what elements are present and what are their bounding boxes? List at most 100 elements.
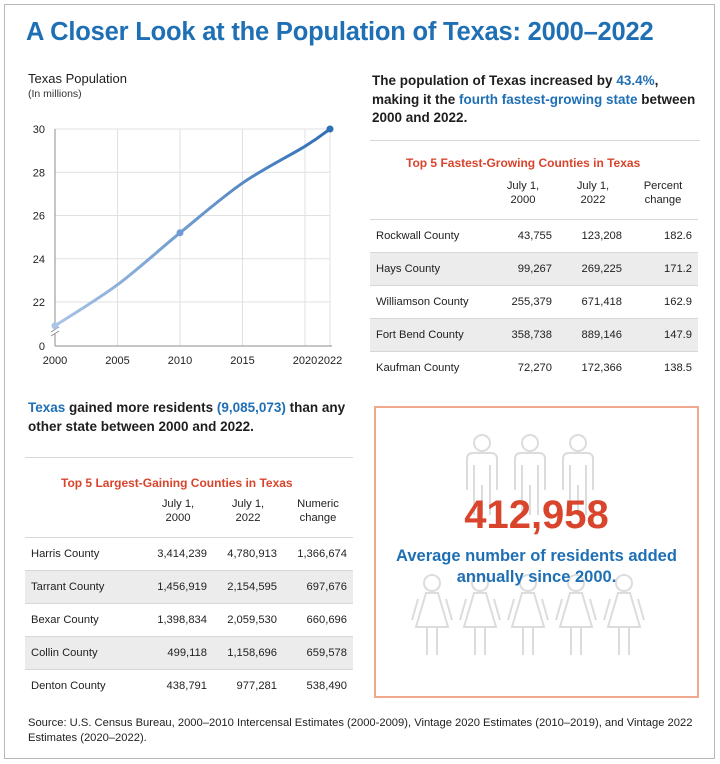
table-header-row: July 1, 2000 July 1, 2022 Percent change: [370, 179, 698, 220]
table-row: Kaufman County 72,270 172,366 138.5: [370, 351, 698, 384]
value-cell: 43,755: [488, 219, 558, 253]
y-tick-label: 0: [39, 341, 45, 353]
people-icon: [411, 434, 645, 655]
column-header: Percent change: [643, 180, 683, 206]
data-point: [176, 229, 184, 237]
table-row: Denton County 438,791 977,281 538,490: [25, 669, 353, 702]
fastest-table-title: Top 5 Fastest-Growing Counties in Texas: [406, 156, 641, 170]
column-header: July 1, 2022: [576, 180, 610, 206]
county-name-cell: Fort Bend County: [370, 318, 488, 352]
column-header: July 1, 2022: [231, 498, 265, 524]
value-cell: 438,791: [143, 669, 213, 702]
y-tick-label: 28: [33, 167, 45, 179]
person-figure-icon: [411, 574, 453, 655]
value-cell: 1,366,674: [283, 537, 353, 571]
growth-text-3: between 2000 and 2022.: [372, 91, 696, 126]
chart-subtitle: (In millions): [28, 88, 82, 100]
column-header: July 1, 2000: [506, 180, 540, 206]
county-name-cell: Hays County: [370, 252, 488, 286]
person-figure-icon: [459, 574, 501, 655]
value-cell: 1,158,696: [213, 636, 283, 670]
gaining-table-title: Top 5 Largest-Gaining Counties in Texas: [61, 476, 293, 490]
value-cell: 1,456,919: [143, 570, 213, 604]
x-tick-label: 2005: [105, 355, 129, 367]
y-tick-label: 24: [33, 254, 45, 266]
callout-number: 412,958: [464, 493, 609, 537]
x-tick-label: 2010: [168, 355, 192, 367]
value-cell: 162.9: [628, 285, 698, 319]
population-line-chart: 0 22 24 26 28 30 2000 2005 2010 2015 2020 2022: [33, 124, 342, 367]
value-cell: 4,780,913: [213, 537, 283, 571]
county-name-cell: Kaufman County: [370, 351, 488, 384]
table-row: Tarrant County 1,456,919 2,154,595 697,676: [25, 570, 353, 604]
growth-text-1: The population of Texas increased by: [372, 73, 617, 88]
value-cell: 977,281: [213, 669, 283, 702]
data-point: [326, 125, 334, 133]
callout-caption: Average number of residents added annual…: [396, 547, 677, 586]
table-row: Rockwall County 43,755 123,208 182.6: [370, 219, 698, 253]
callout-box: [374, 406, 699, 698]
value-cell: 358,738: [488, 318, 558, 352]
fastest-growing-table: July 1, 2000 July 1, 2022 Percent change Ro…: [370, 179, 698, 384]
value-cell: 3,414,239: [143, 537, 213, 571]
value-cell: 659,578: [283, 636, 353, 670]
county-name-cell: Tarrant County: [25, 570, 143, 604]
series-line-texas-population: [53, 127, 332, 328]
value-cell: 72,270: [488, 351, 558, 384]
y-tick-label: 22: [33, 297, 45, 309]
value-cell: 2,059,530: [213, 603, 283, 637]
table-header-row: July 1, 2000 July 1, 2022 Numeric change: [25, 497, 353, 538]
table-row: Harris County 3,414,239 4,780,913 1,366,674: [25, 537, 353, 571]
person-figure-icon: [507, 574, 549, 655]
growth-percent: 43.4%: [616, 73, 655, 88]
axis-break-gap: [50, 327, 60, 334]
value-cell: 671,418: [558, 285, 628, 319]
value-cell: 147.9: [628, 318, 698, 352]
county-name-cell: Denton County: [25, 669, 143, 702]
county-name-cell: Williamson County: [370, 285, 488, 319]
source-note: Source: U.S. Census Bureau, 2000–2010 In…: [28, 717, 693, 744]
person-figure-icon: [466, 434, 498, 515]
divider: [25, 457, 353, 458]
value-cell: 269,225: [558, 252, 628, 286]
person-figure-icon: [603, 574, 645, 655]
axis-break-mark: [50, 330, 60, 337]
infographic-frame: [4, 4, 715, 759]
value-cell: 889,146: [558, 318, 628, 352]
county-name-cell: Bexar County: [25, 603, 143, 637]
table-row: Collin County 499,118 1,158,696 659,578: [25, 636, 353, 670]
growth-text-2: , making it the: [372, 73, 659, 107]
column-header: Numeric change: [297, 498, 339, 524]
gain-state: Texas: [28, 400, 66, 415]
growth-rank: fourth fastest-growing state: [459, 91, 638, 107]
chart-title: Texas Population: [28, 71, 128, 86]
person-figure-icon: [514, 434, 546, 515]
growth-summary: The population of Texas increased by 43.…: [372, 72, 702, 128]
x-tick-label: 2015: [230, 355, 254, 367]
value-cell: 255,379: [488, 285, 558, 319]
page-title: A Closer Look at the Population of Texas…: [26, 18, 654, 46]
county-name-cell: Harris County: [25, 537, 143, 571]
value-cell: 660,696: [283, 603, 353, 637]
table-row: Williamson County 255,379 671,418 162.9: [370, 285, 698, 319]
value-cell: 99,267: [488, 252, 558, 286]
value-cell: 2,154,595: [213, 570, 283, 604]
x-tick-label: 2000: [43, 355, 67, 367]
divider: [370, 140, 700, 141]
county-name-cell: Collin County: [25, 636, 143, 670]
value-cell: 172,366: [558, 351, 628, 384]
table-row: Hays County 99,267 269,225 171.2: [370, 252, 698, 286]
value-cell: 123,208: [558, 219, 628, 253]
value-cell: 171.2: [628, 252, 698, 286]
y-tick-label: 26: [33, 211, 45, 223]
column-header: [25, 497, 143, 538]
value-cell: 697,676: [283, 570, 353, 604]
value-cell: 538,490: [283, 669, 353, 702]
value-cell: 182.6: [628, 219, 698, 253]
table-row: Bexar County 1,398,834 2,059,530 660,696: [25, 603, 353, 637]
column-header: [370, 179, 488, 220]
largest-gaining-table: July 1, 2000 July 1, 2022 Numeric change Ha…: [25, 497, 353, 702]
y-tick-label: 30: [33, 124, 45, 136]
x-tick-label: 2022: [318, 355, 342, 367]
gain-summary: Texas gained more residents (9,085,073) …: [28, 399, 358, 436]
